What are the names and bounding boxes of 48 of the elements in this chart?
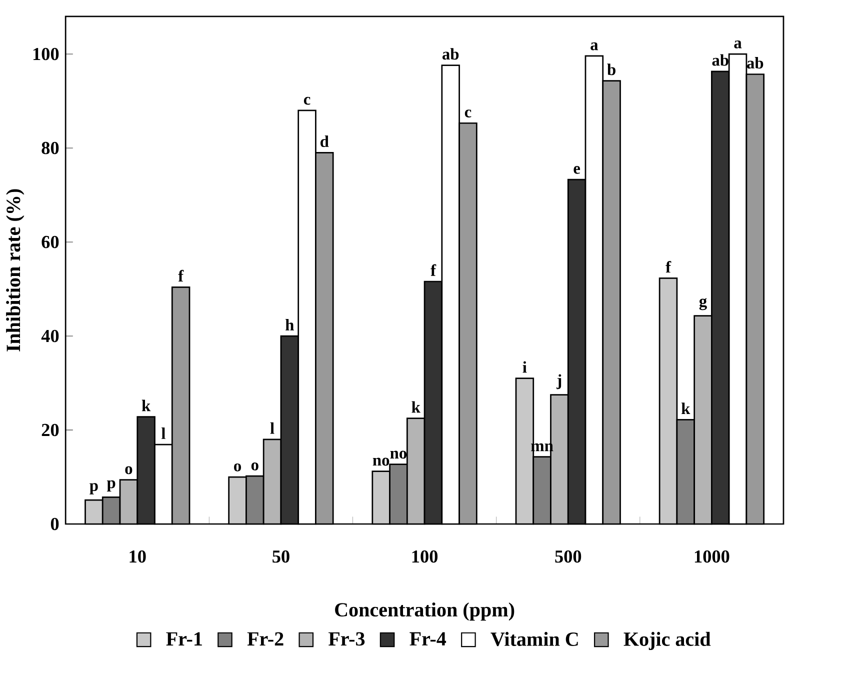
data-label: a — [734, 40, 742, 48]
data-label: k — [681, 402, 690, 414]
data-label: c — [304, 96, 310, 105]
data-label: i — [522, 361, 527, 373]
y-tick-label: 20 — [42, 424, 59, 436]
y-axis-title: Inhibition rate (%) — [6, 189, 24, 352]
data-label: f — [430, 264, 436, 276]
data-label: l — [161, 427, 166, 439]
legend-label: Kojic acid — [624, 632, 711, 650]
x-axis-title: Concentration (ppm) — [335, 602, 514, 621]
legend-label: Vitamin C — [490, 632, 578, 646]
data-label: e — [574, 166, 580, 174]
data-label: b — [607, 64, 616, 76]
data-label: h — [286, 318, 294, 330]
legend-label: Fr-4 — [410, 632, 446, 646]
y-tick-label: 80 — [42, 142, 59, 154]
x-tick-label: 100 — [412, 550, 438, 563]
y-tick-label: 60 — [42, 236, 59, 248]
data-label: no — [372, 458, 390, 466]
y-tick-label: 40 — [41, 330, 59, 342]
legend-label: Fr-3 — [328, 632, 365, 646]
data-label: k — [142, 400, 151, 412]
data-label: ab — [442, 48, 459, 60]
data-label: f — [666, 260, 672, 272]
x-tick-label: 50 — [272, 550, 290, 563]
data-label: j — [556, 374, 562, 389]
x-tick-label: 1000 — [694, 550, 730, 563]
data-label: k — [412, 401, 420, 412]
x-tick-label: 10 — [130, 550, 146, 563]
data-label: d — [320, 135, 329, 147]
data-label: ab — [747, 56, 764, 68]
data-label: o — [125, 466, 132, 474]
legend-label: Fr-2 — [247, 632, 284, 646]
data-label: o — [234, 463, 241, 472]
y-tick-label: 0 — [50, 518, 59, 530]
data-label: p — [90, 483, 98, 494]
x-tick-label: 500 — [555, 550, 582, 563]
data-label: g — [699, 298, 707, 310]
y-tick-label: 100 — [33, 48, 59, 60]
data-label: o — [251, 462, 258, 470]
data-label: f — [178, 270, 184, 282]
data-label: no — [390, 450, 407, 459]
data-label: a — [590, 42, 598, 50]
legend-label: Fr-1 — [166, 632, 202, 646]
data-label: ab — [712, 54, 728, 66]
data-label: l — [270, 422, 274, 434]
data-label: c — [464, 109, 472, 118]
data-label: p — [106, 480, 116, 492]
